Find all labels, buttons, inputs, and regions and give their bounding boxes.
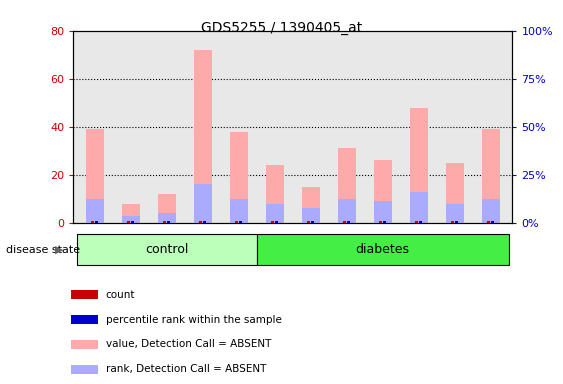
Bar — [271, 221, 274, 223]
Bar — [410, 108, 428, 223]
Bar — [77, 234, 257, 265]
Bar — [257, 234, 509, 265]
Bar — [419, 221, 422, 223]
Bar — [91, 221, 95, 223]
Bar — [230, 131, 248, 223]
Bar — [230, 199, 248, 223]
Bar — [275, 221, 278, 223]
Bar — [307, 221, 310, 223]
Bar — [446, 163, 464, 223]
Bar — [383, 221, 386, 223]
Text: count: count — [106, 290, 135, 300]
Bar — [122, 204, 140, 223]
Bar — [71, 290, 99, 299]
Bar — [86, 129, 104, 223]
Text: percentile rank within the sample: percentile rank within the sample — [106, 314, 282, 324]
Bar — [338, 199, 356, 223]
Text: diabetes: diabetes — [356, 243, 410, 256]
Bar — [127, 221, 131, 223]
Bar — [194, 50, 212, 223]
Text: ▶: ▶ — [55, 245, 64, 255]
Bar — [482, 199, 500, 223]
Bar — [235, 221, 239, 223]
Bar — [491, 221, 494, 223]
Bar — [302, 187, 320, 223]
Bar — [482, 129, 500, 223]
Bar — [71, 365, 99, 374]
Text: GDS5255 / 1390405_at: GDS5255 / 1390405_at — [201, 21, 362, 35]
Bar — [239, 221, 242, 223]
Text: value, Detection Call = ABSENT: value, Detection Call = ABSENT — [106, 339, 271, 349]
Bar — [194, 184, 212, 223]
Text: rank, Detection Call = ABSENT: rank, Detection Call = ABSENT — [106, 364, 266, 374]
Bar — [86, 199, 104, 223]
Bar — [379, 221, 382, 223]
Bar — [163, 221, 167, 223]
Bar — [158, 213, 176, 223]
Bar — [374, 161, 392, 223]
Bar — [446, 204, 464, 223]
Bar — [410, 192, 428, 223]
Bar — [415, 221, 418, 223]
Bar — [455, 221, 458, 223]
Bar — [343, 221, 346, 223]
Bar — [302, 208, 320, 223]
Bar — [374, 201, 392, 223]
Bar — [338, 148, 356, 223]
Bar — [167, 221, 171, 223]
Bar — [71, 340, 99, 349]
Bar — [451, 221, 454, 223]
Bar — [347, 221, 350, 223]
Text: disease state: disease state — [6, 245, 80, 255]
Bar — [311, 221, 314, 223]
Bar — [158, 194, 176, 223]
Bar — [487, 221, 490, 223]
Bar — [122, 215, 140, 223]
Bar — [266, 165, 284, 223]
Bar — [266, 204, 284, 223]
Bar — [131, 221, 135, 223]
Bar — [199, 221, 203, 223]
Bar — [95, 221, 99, 223]
Bar — [71, 315, 99, 324]
Text: control: control — [145, 243, 189, 256]
Bar — [203, 221, 206, 223]
